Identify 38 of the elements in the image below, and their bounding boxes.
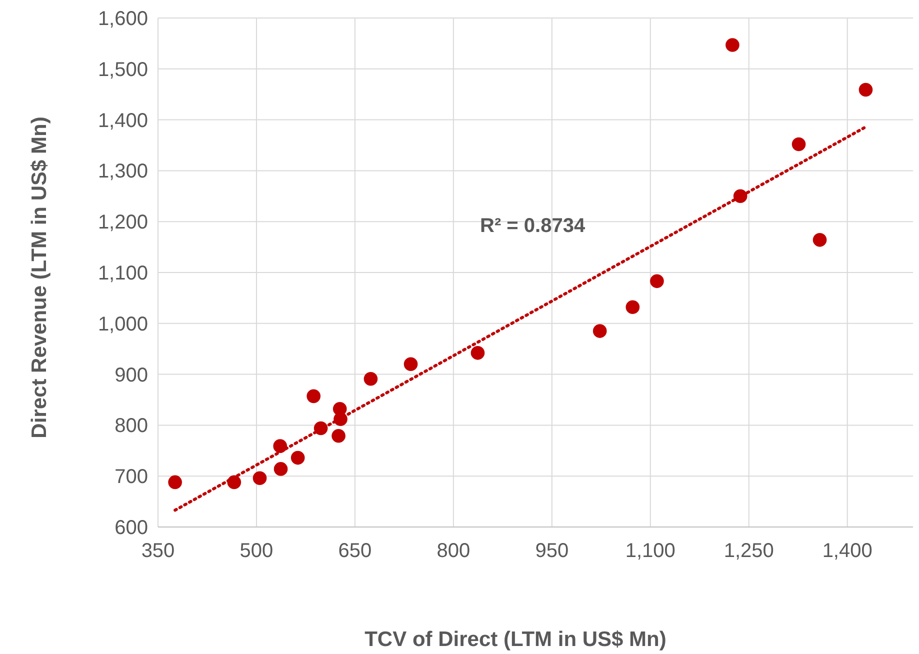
- point: [274, 462, 288, 476]
- y-tick-label: 900: [114, 364, 148, 386]
- point: [290, 450, 305, 465]
- x-tick-label: 1,250: [724, 540, 774, 562]
- y-tick-label: 1,200: [98, 212, 148, 234]
- x-tick-label: 1,100: [625, 540, 676, 562]
- y-tick-label: 1,000: [98, 313, 148, 336]
- y-tick-label: 600: [114, 517, 148, 539]
- x-tick-label: 800: [436, 540, 470, 562]
- point: [364, 372, 378, 386]
- x-tick-label: 1,400: [822, 540, 872, 562]
- point: [332, 428, 346, 443]
- point: [404, 357, 418, 372]
- point: [726, 38, 740, 52]
- y-axis-title: Direct Revenue (LTM in US$ Mn): [28, 116, 51, 438]
- point: [306, 389, 321, 404]
- point: [812, 233, 827, 247]
- point: [626, 300, 640, 314]
- y-tick-label: 1,600: [98, 8, 148, 30]
- y-tick-label: 1,100: [98, 262, 148, 284]
- y-tick-label: 1,300: [98, 160, 148, 183]
- y-tick-label: 700: [114, 466, 148, 488]
- point: [168, 475, 182, 490]
- y-tick-label: 800: [114, 415, 148, 438]
- point: [470, 346, 485, 360]
- x-tick-label: 950: [535, 540, 569, 562]
- annotation: R² = 0.8734: [480, 215, 586, 237]
- x-tick-label: 350: [141, 540, 175, 562]
- x-tick-label: 650: [338, 540, 372, 562]
- point: [592, 324, 607, 338]
- y-tick-label: 1,400: [98, 110, 148, 132]
- point: [650, 274, 664, 288]
- point: [792, 137, 806, 152]
- y-tick-label: 1,500: [98, 58, 148, 81]
- point: [252, 471, 267, 486]
- x-tick-label: 500: [240, 540, 274, 562]
- x-axis-title: TCV of Direct (LTM in US$ Mn): [364, 628, 666, 651]
- point: [858, 82, 873, 97]
